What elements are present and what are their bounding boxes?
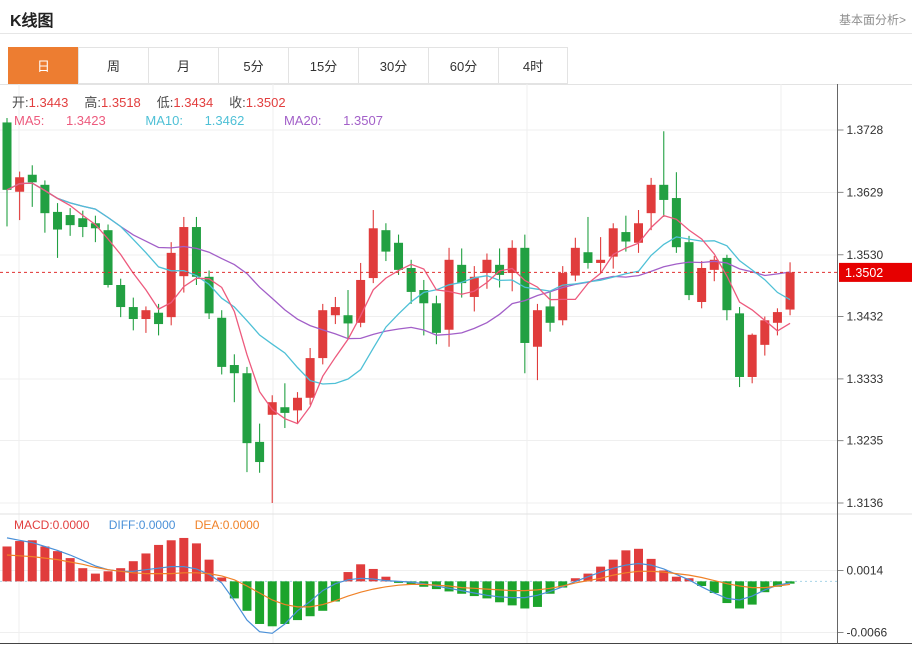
ma10-legend: MA10: 1.3462 xyxy=(145,113,245,128)
tab-5分[interactable]: 5分 xyxy=(218,47,288,84)
open-value: 1.3443 xyxy=(28,95,69,110)
svg-text:1.3530: 1.3530 xyxy=(847,248,884,262)
svg-text:1.3333: 1.3333 xyxy=(847,372,884,386)
ma5-legend: MA5: 1.3423 xyxy=(14,113,106,128)
svg-text:-0.0066: -0.0066 xyxy=(847,626,888,640)
ohlc-row: 开:1.3443 高:1.3518 低:1.3434 收:1.3502 xyxy=(12,92,302,111)
low-label: 低: xyxy=(156,95,174,110)
svg-text:1.3235: 1.3235 xyxy=(847,434,884,448)
page-title: K线图 xyxy=(10,13,54,30)
dea-value: DEA:0.0000 xyxy=(194,518,260,532)
high-value: 1.3518 xyxy=(101,95,141,110)
ma20-legend: MA20: 1.3507 xyxy=(283,113,383,128)
svg-text:1.3432: 1.3432 xyxy=(847,310,884,324)
tab-周[interactable]: 周 xyxy=(78,47,148,84)
current-price-tag xyxy=(839,262,912,282)
svg-text:0.0014: 0.0014 xyxy=(847,564,884,578)
tab-30分[interactable]: 30分 xyxy=(358,47,428,84)
tab-15分[interactable]: 15分 xyxy=(288,47,358,84)
interval-tabbar: 日周月 5分 15分 30分 60分 4时 xyxy=(0,47,912,85)
interval-tabs: 日周月 5分 15分 30分 60分 4时 xyxy=(8,47,912,84)
fundamental-analysis-link[interactable]: 基本面分析> xyxy=(838,13,906,27)
open-label: 开: xyxy=(12,95,29,110)
header-divider xyxy=(0,33,912,34)
diff-value: DIFF:0.0000 xyxy=(108,518,176,532)
svg-text:1.3728: 1.3728 xyxy=(847,123,884,137)
svg-text:1.3629: 1.3629 xyxy=(847,185,884,199)
low-value: 1.3434 xyxy=(173,95,214,110)
current-price-tag-text: 1.3502 xyxy=(845,266,883,280)
close-label: 收: xyxy=(229,95,246,110)
close-value: 1.3502 xyxy=(245,95,286,110)
tab-60分[interactable]: 60分 xyxy=(428,47,498,84)
high-label: 高: xyxy=(84,95,102,110)
macd-legend-row: MACD:0.0000 DIFF:0.0000 DEA:0.0000 xyxy=(14,518,275,532)
svg-text:1.3136: 1.3136 xyxy=(847,496,884,510)
tab-日[interactable]: 日 xyxy=(8,47,78,84)
ma-legend-row: MA5: 1.3423 MA10: 1.3462 MA20: 1.3507 xyxy=(14,113,419,128)
kline-chart-canvas[interactable]: 1.3728 1.3629 1.3530 1.3432 1.3333 1.3235 1.31… xyxy=(0,84,912,646)
tab-4时[interactable]: 4时 xyxy=(498,47,568,84)
tab-月[interactable]: 月 xyxy=(148,47,218,84)
macd-value: MACD:0.0000 xyxy=(14,518,90,532)
